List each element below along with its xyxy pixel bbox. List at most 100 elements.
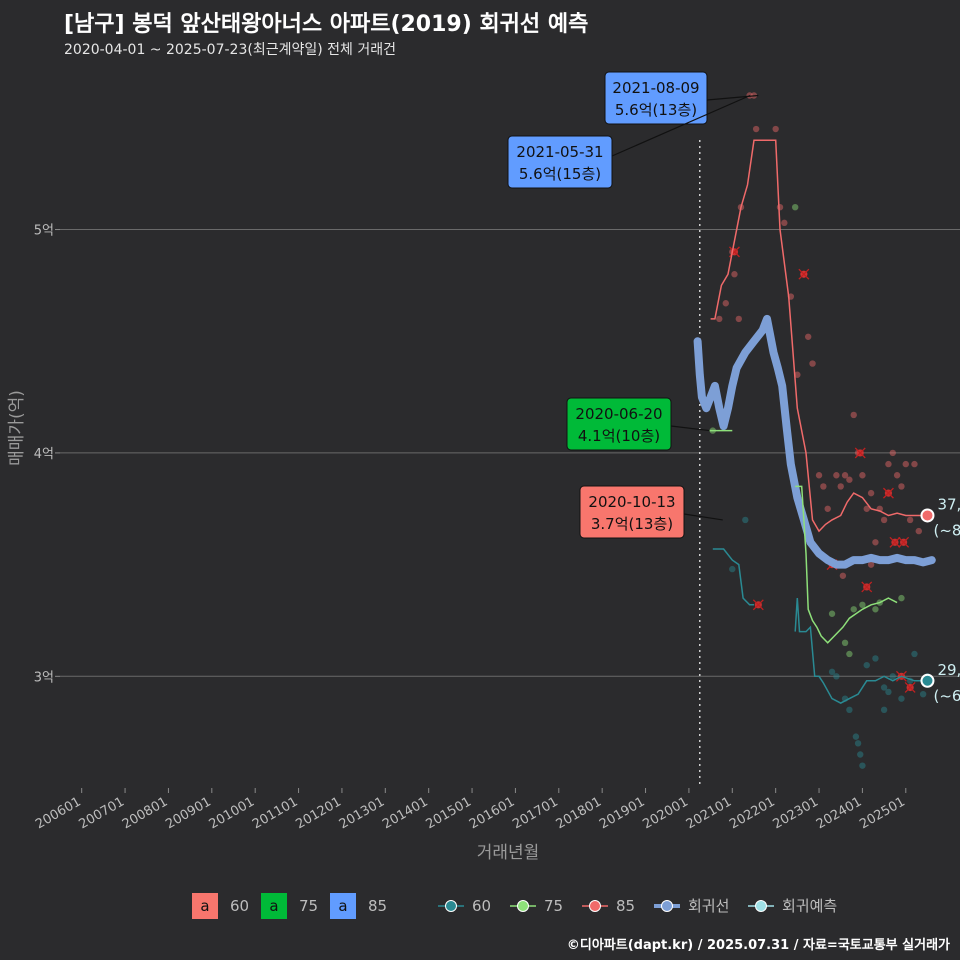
scatter-point [839, 572, 847, 579]
legend-line-marker [517, 900, 529, 912]
legend-fill-key [261, 893, 287, 919]
y-tick-label: 4억 [34, 447, 54, 462]
scatter-point [731, 271, 738, 278]
scatter-point [859, 601, 866, 609]
annotation-leader [611, 94, 751, 157]
x-tick-label: 201401 [380, 794, 430, 832]
x-tick-label: 202101 [684, 794, 734, 832]
scatter-point [889, 449, 896, 457]
x-tick-label: 202501 [857, 794, 907, 832]
legend-line-label: 회귀선 [688, 897, 729, 915]
annotation-box [604, 71, 708, 125]
annotation-price: 5.6억(13층) [615, 101, 697, 119]
cross-mark [904, 682, 916, 693]
legend-fill-glyph: a [269, 897, 278, 915]
annotation-box [507, 135, 613, 189]
legend-line-marker [661, 900, 673, 912]
scatter-point [722, 300, 729, 307]
annotation-date: 2021-05-31 [516, 143, 603, 161]
scatter-point [880, 706, 888, 714]
forecast-endpoint [920, 673, 935, 688]
scatter-point [872, 655, 879, 662]
scatter-point [889, 673, 896, 680]
regression-line [693, 314, 936, 569]
x-tick-label: 201301 [337, 794, 387, 832]
scatter-point [850, 411, 857, 419]
annotation-price: 5.6억(15층) [519, 165, 601, 183]
x-tick-label: 200801 [120, 794, 170, 832]
y-axis-title: 매매가(억) [7, 390, 27, 466]
chart-title: [남구] 봉덕 앞산태왕아너스 아파트(2019) 회귀선 예측 [64, 12, 589, 37]
annotation-date: 2020-06-20 [575, 405, 662, 423]
scatter-point [915, 527, 922, 535]
legend-line-marker [589, 900, 601, 912]
scatter-point [833, 472, 840, 479]
x-tick-label: 200701 [77, 794, 127, 832]
scatter-point [880, 516, 888, 524]
legend-fill-label: 85 [368, 897, 387, 915]
scatter-point [898, 483, 905, 490]
scatter-point [857, 751, 864, 758]
x-tick-label: 200901 [163, 794, 213, 832]
y-tick-label: 5억 [34, 224, 54, 239]
scatter-point [841, 472, 849, 479]
scatter-point [872, 606, 879, 613]
series-line-85 [710, 139, 924, 533]
series-line-75-recent [795, 485, 898, 644]
x-tick-label: 201101 [250, 794, 300, 832]
scatter-point [885, 460, 892, 468]
cross-mark [889, 536, 901, 548]
x-tick-label: 202001 [640, 794, 690, 832]
scatter-point [729, 565, 736, 573]
scatter-point [872, 539, 879, 546]
scatter-point [772, 125, 779, 133]
cross-mark [752, 599, 764, 611]
annotation-price: 4.1억(10층) [578, 427, 660, 445]
scatter-point [846, 706, 853, 714]
series-line-60-recent [794, 598, 928, 704]
forecast-area-label: (~60㎡) [933, 687, 960, 705]
scatter-point [716, 315, 723, 323]
scatter-point [804, 333, 812, 340]
source-caption: ©디아파트(dapt.kr) / 2025.07.31 / 자료=국토교통부 실… [566, 938, 950, 953]
x-tick-label: 200601 [33, 794, 83, 832]
annotation-price: 3.7억(13층) [591, 515, 673, 533]
scatter-point [863, 661, 870, 669]
scatter-point [841, 639, 849, 646]
x-tick-label: 201501 [424, 794, 474, 832]
scatter-point [906, 516, 914, 524]
scatter-point [919, 690, 927, 698]
legend-fill-glyph: a [338, 897, 347, 915]
scatter-point [902, 460, 909, 468]
x-tick-label: 201201 [293, 794, 343, 832]
scatter-point [781, 219, 788, 227]
scatter-point [791, 204, 799, 211]
x-tick-label: 202201 [727, 794, 777, 832]
scatter-point [837, 483, 844, 490]
cross-mark [882, 487, 894, 499]
annotation-box [579, 485, 685, 539]
scatter-point [833, 673, 840, 680]
x-tick-label: 201001 [207, 794, 257, 832]
scatter-point [742, 516, 749, 524]
scatter-point [820, 483, 827, 490]
legend-fill-key [192, 893, 218, 919]
annotation-date: 2021-08-09 [612, 79, 699, 97]
scatter-point [880, 684, 888, 691]
forecast-value-label: 29,833 [937, 661, 960, 679]
legend-line-label: 85 [616, 897, 635, 915]
scatter-point [898, 695, 905, 702]
scatter-point [735, 315, 742, 323]
scatter-point [776, 204, 784, 211]
scatter-point [815, 472, 823, 479]
x-axis-title: 거래년월 [477, 843, 540, 863]
forecast-value-label: 37,208 [937, 495, 960, 513]
forecast-area-label: (~85㎡) [933, 521, 960, 539]
scatter-point [828, 610, 836, 617]
cross-mark [798, 268, 810, 280]
scatter-point [893, 472, 901, 479]
annotation-box [566, 397, 672, 451]
legend-fill-label: 60 [230, 897, 249, 915]
series-line-60 [712, 548, 754, 606]
